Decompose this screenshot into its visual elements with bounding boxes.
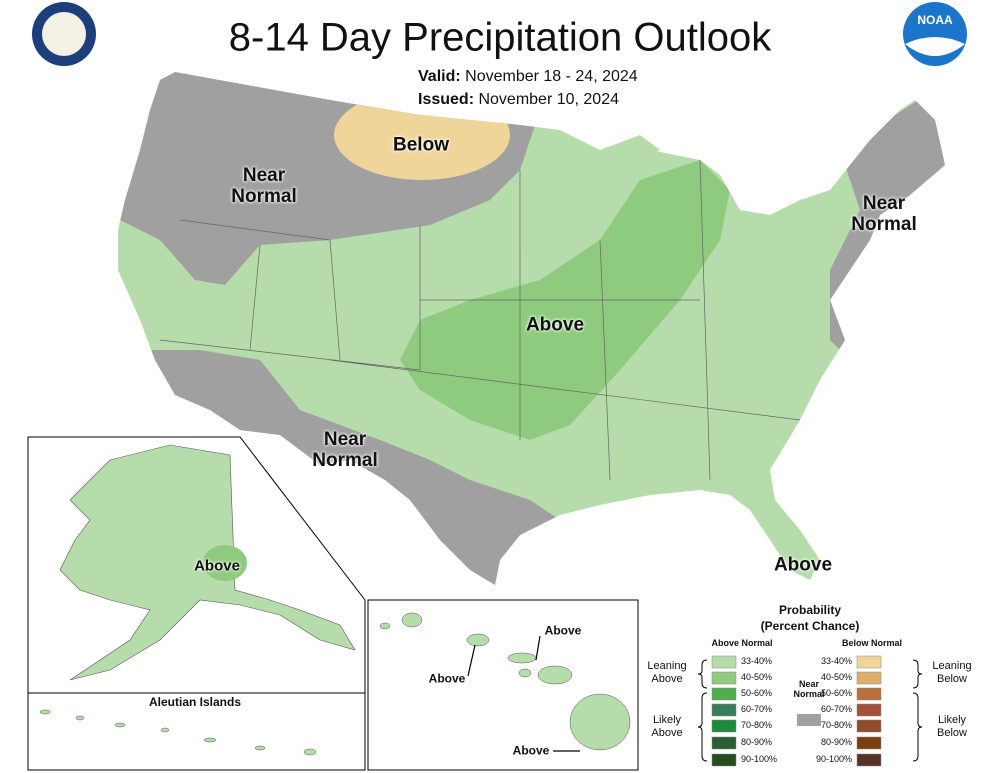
swatch-label: 70-80% bbox=[820, 720, 852, 730]
state-lines bbox=[159, 159, 801, 481]
hawaii-inset bbox=[367, 599, 639, 771]
swatch-label: 70-80% bbox=[741, 720, 773, 730]
legend-swatch bbox=[856, 671, 882, 685]
legend-swatch bbox=[856, 719, 882, 733]
near-normal-label: Near Normal bbox=[793, 679, 825, 699]
map-label: Near Normal bbox=[231, 165, 297, 207]
map-label: Above bbox=[428, 671, 466, 686]
alaska-above-area bbox=[203, 545, 247, 581]
legend-swatch bbox=[856, 753, 882, 767]
group-label: Likely Below bbox=[937, 714, 967, 739]
map-label: Near Normal bbox=[312, 429, 378, 471]
map-label: Above bbox=[773, 554, 833, 576]
swatch-label: 60-70% bbox=[741, 704, 773, 714]
valid-dates: November 18 - 24, 2024 bbox=[465, 68, 638, 85]
issued-date: November 10, 2024 bbox=[478, 91, 619, 108]
leader-lines bbox=[467, 635, 580, 752]
near-normal-swatch bbox=[797, 714, 821, 726]
group-label: Leaning Below bbox=[932, 660, 972, 685]
legend-swatch bbox=[711, 703, 737, 717]
legend-swatch bbox=[711, 671, 737, 685]
swatch-label: 50-60% bbox=[820, 688, 852, 698]
map-label: Above bbox=[525, 314, 585, 336]
swatch-label: 80-90% bbox=[820, 737, 852, 747]
legend-subtitle: (Percent Chance) bbox=[760, 619, 860, 633]
issued: Issued: November 10, 2024 bbox=[418, 91, 619, 109]
legend-title: Probability bbox=[778, 603, 842, 617]
noaa-bird bbox=[905, 37, 965, 56]
swatch-label: 40-50% bbox=[820, 672, 852, 682]
legend-braces bbox=[697, 659, 923, 762]
legend-swatch bbox=[856, 736, 882, 750]
swatch-label: 60-70% bbox=[820, 704, 852, 714]
legend-swatch bbox=[711, 736, 737, 750]
swatch-label: 80-90% bbox=[741, 737, 773, 747]
hawaii bbox=[379, 612, 631, 751]
valid: Valid: November 18 - 24, 2024 bbox=[418, 68, 638, 86]
swatch-label: 33-40% bbox=[741, 656, 773, 666]
legend-swatch bbox=[711, 687, 737, 701]
swatch-label: 50-60% bbox=[741, 688, 773, 698]
swatch-label: 40-50% bbox=[741, 672, 773, 682]
legend-swatch bbox=[711, 719, 737, 733]
title: 8-14 Day Precipitation Outlook bbox=[228, 15, 772, 60]
valid-label: Valid: bbox=[418, 68, 461, 85]
above-heading: Above Normal bbox=[711, 638, 773, 648]
legend-swatch bbox=[711, 655, 737, 669]
aleutian-inset bbox=[27, 692, 366, 771]
commerce-seal-inner bbox=[42, 12, 86, 56]
map-label: Near Normal bbox=[851, 193, 917, 235]
legend-swatch bbox=[856, 703, 882, 717]
group-label: Likely Above bbox=[651, 714, 683, 739]
alaska-inset bbox=[27, 436, 366, 694]
swatch-label: 90-100% bbox=[741, 754, 778, 764]
swatch-label: 90-100% bbox=[815, 754, 852, 764]
legend-swatch bbox=[711, 753, 737, 767]
aleutians bbox=[39, 709, 317, 756]
below-heading: Below Normal bbox=[841, 638, 903, 648]
noaa-logo bbox=[903, 2, 967, 66]
legend-swatch bbox=[856, 687, 882, 701]
issued-label: Issued: bbox=[418, 91, 475, 108]
map-label: Below bbox=[393, 134, 449, 156]
group-label: Leaning Above bbox=[647, 660, 687, 685]
aleutian-label: Aleutian Islands bbox=[148, 695, 242, 709]
map-label: Above bbox=[194, 557, 240, 575]
legend-swatch bbox=[856, 655, 882, 669]
map-label: Above bbox=[544, 623, 582, 638]
map-label: Above bbox=[512, 743, 550, 758]
swatch-label: 33-40% bbox=[820, 656, 852, 666]
noaa-text: NOAA bbox=[917, 13, 953, 27]
